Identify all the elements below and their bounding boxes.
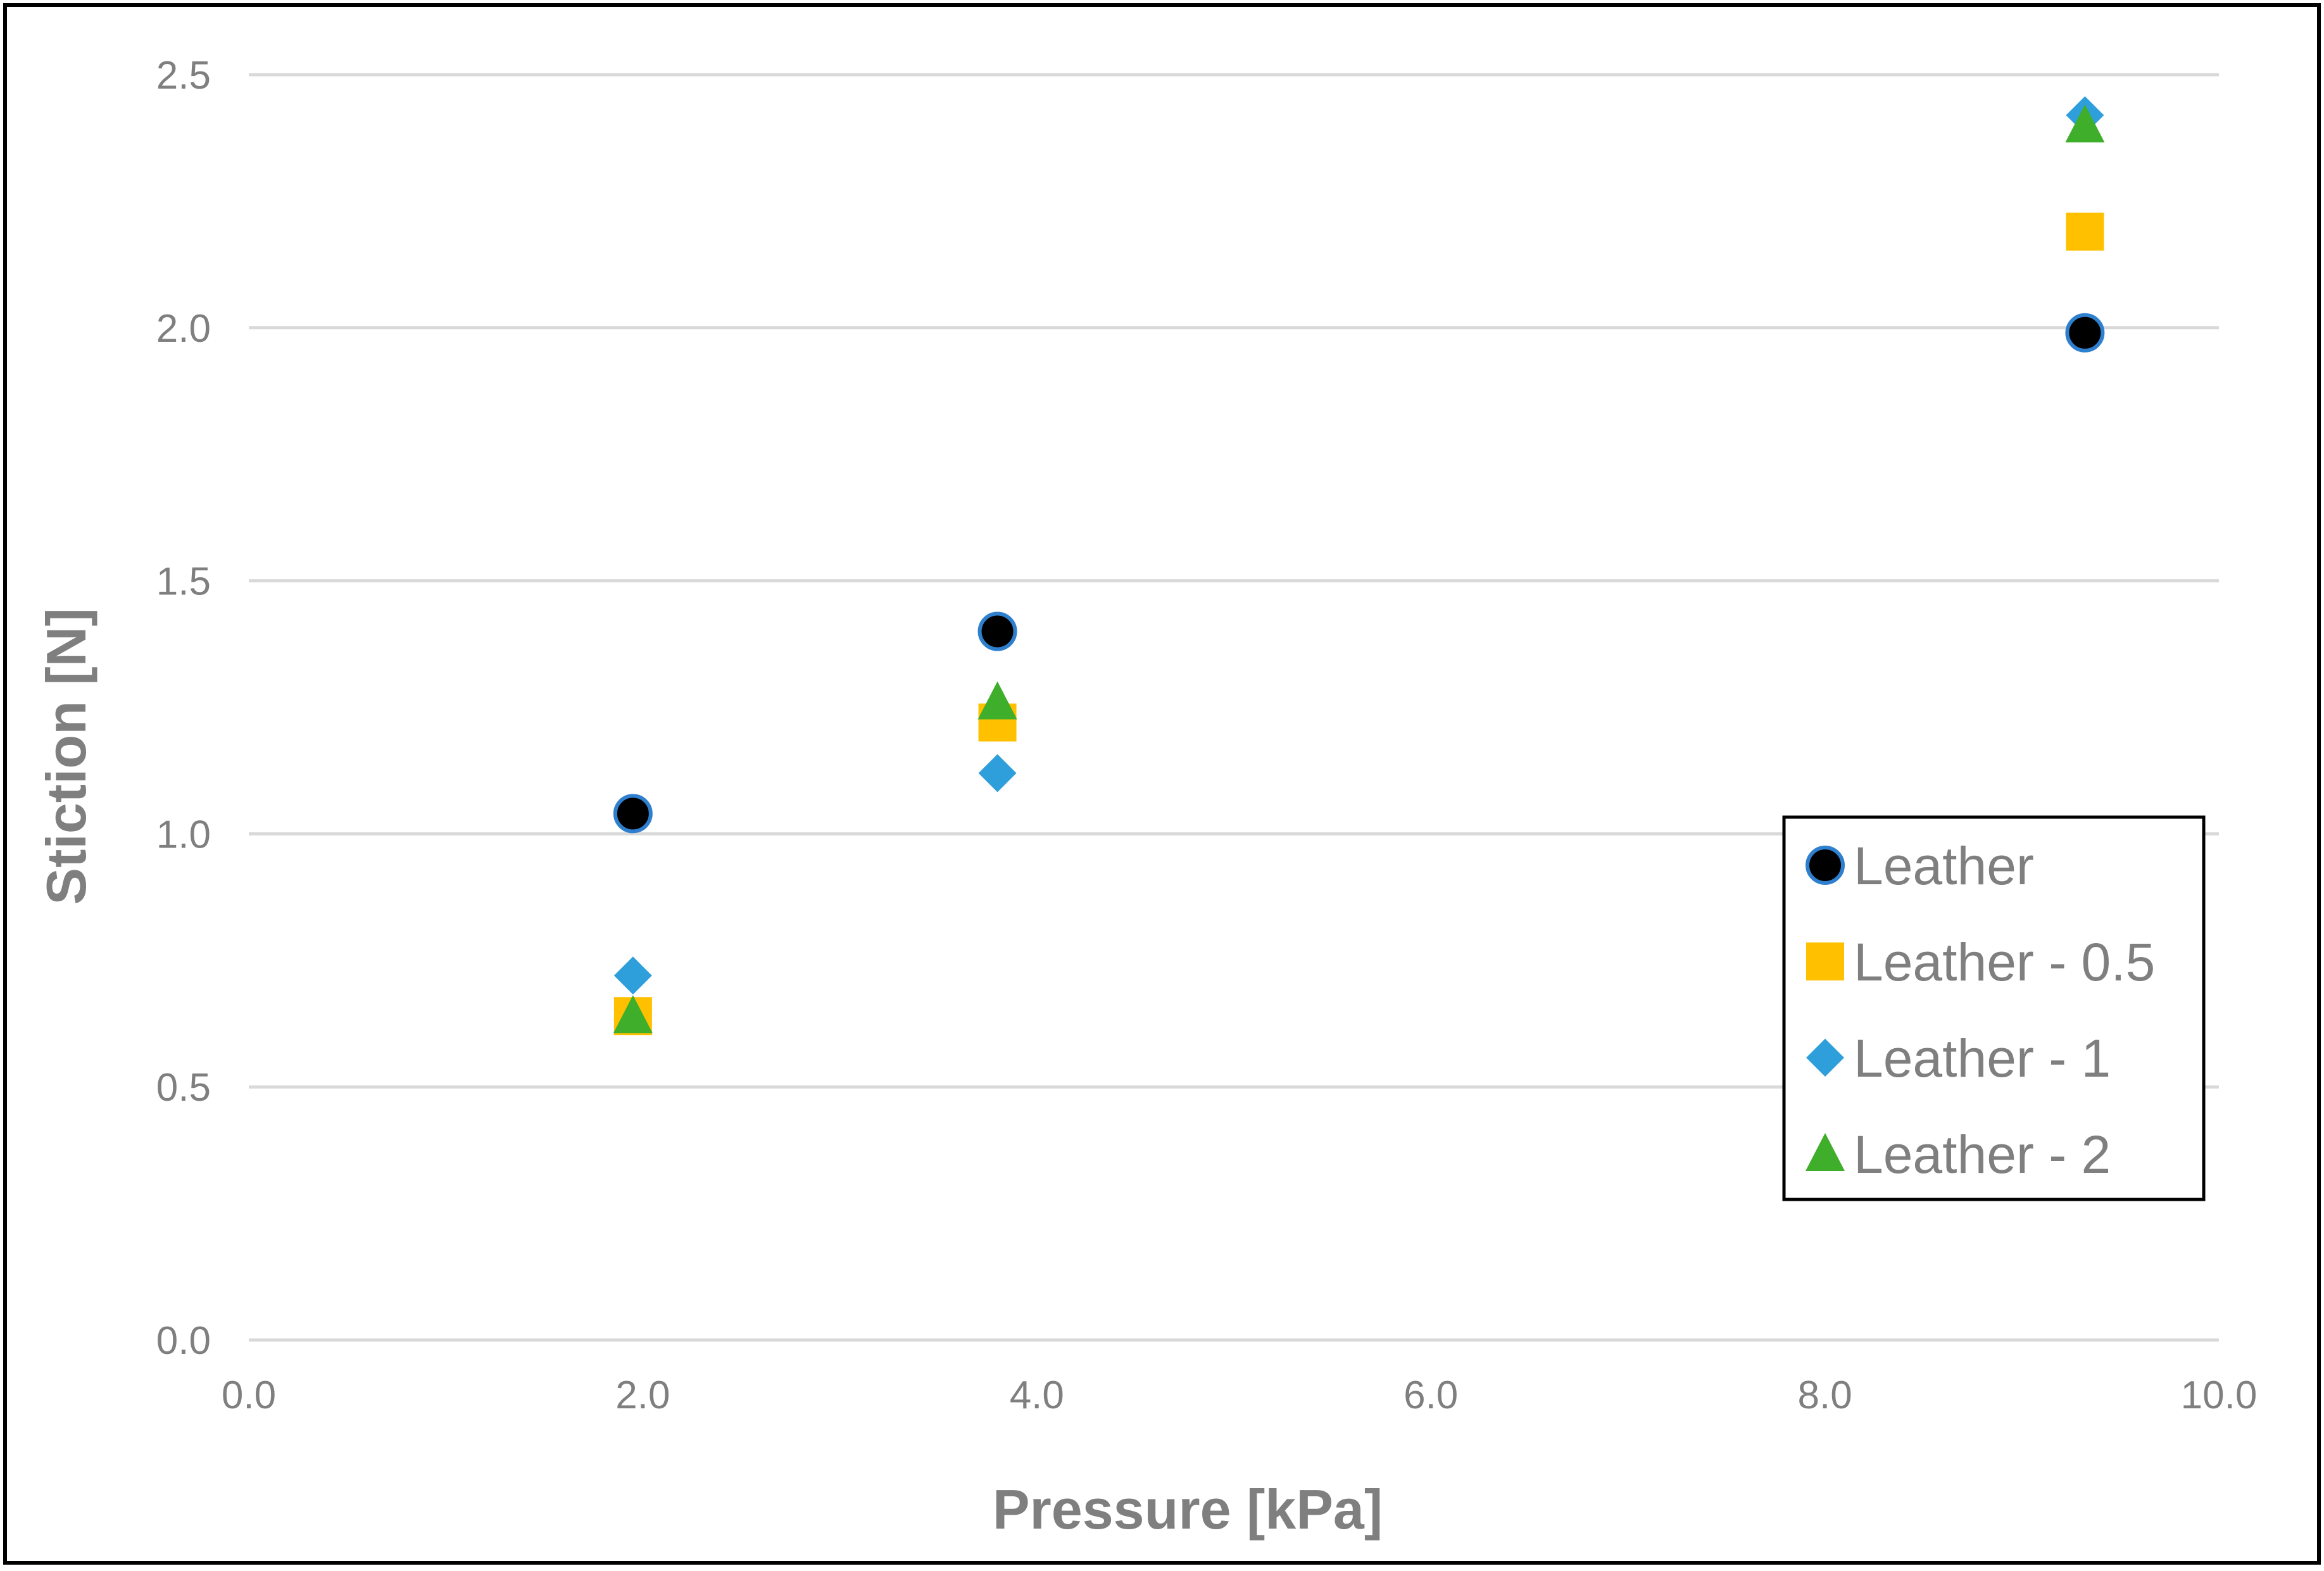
x-tick-label: 6.0 — [1404, 1374, 1458, 1417]
legend-marker-triangle-icon — [1806, 1133, 1845, 1171]
legend-item: Leather - 1 — [1806, 1029, 2111, 1088]
x-axis-title: Pressure [kPa] — [993, 1478, 1383, 1541]
legend-label: Leather - 1 — [1854, 1029, 2111, 1088]
tick-labels: 0.0 0.5 1.0 1.5 2.0 2.5 0.0 2.0 4.0 6.0 8.0 10.0 — [156, 54, 2258, 1417]
data-point — [613, 995, 653, 1034]
x-tick-label: 4.0 — [1010, 1374, 1064, 1417]
legend-marker-circle-icon — [1806, 846, 1845, 885]
x-tick-label: 10.0 — [2181, 1374, 2258, 1417]
legend-label: Leather — [1854, 836, 2034, 896]
legend-label: Leather - 2 — [1854, 1125, 2111, 1184]
legend-item: Leather - 0.5 — [1806, 932, 2155, 992]
legend-box — [1782, 815, 2206, 1201]
data-point — [2065, 313, 2105, 353]
y-tick-label: 0.0 — [156, 1319, 211, 1363]
legend-marker-square-icon — [1806, 942, 1844, 980]
gridlines — [249, 73, 2219, 1342]
legend-item: Leather - 2 — [1806, 1125, 2111, 1184]
data-markers — [613, 96, 2105, 1036]
data-point — [977, 681, 1017, 720]
series-leather — [613, 313, 2105, 834]
y-tick-label: 2.5 — [156, 54, 211, 97]
legend-marker-diamond-icon — [1806, 1039, 1844, 1077]
y-tick-label: 2.0 — [156, 307, 211, 351]
y-tick-label: 1.5 — [156, 560, 211, 604]
x-tick-label: 8.0 — [1797, 1374, 1852, 1417]
y-tick-label: 0.5 — [156, 1066, 211, 1110]
series-leather-2 — [613, 104, 2105, 1034]
data-point — [2066, 212, 2104, 251]
data-point — [613, 956, 652, 995]
chart-outer-border — [3, 3, 2321, 1565]
legend-item: Leather — [1806, 836, 2034, 896]
y-axis-title: Stiction [N] — [35, 608, 97, 904]
y-tick-label: 1.0 — [156, 813, 211, 856]
legend: Leather Leather - 0.5 Leather - 1 Leather -… — [1782, 815, 2206, 1201]
data-point — [2065, 104, 2105, 142]
data-point — [978, 754, 1017, 792]
x-tick-label: 2.0 — [615, 1374, 670, 1417]
x-tick-label: 0.0 — [222, 1374, 276, 1417]
data-point — [613, 794, 653, 834]
data-point — [977, 611, 1017, 651]
legend-label: Leather - 0.5 — [1854, 932, 2155, 992]
